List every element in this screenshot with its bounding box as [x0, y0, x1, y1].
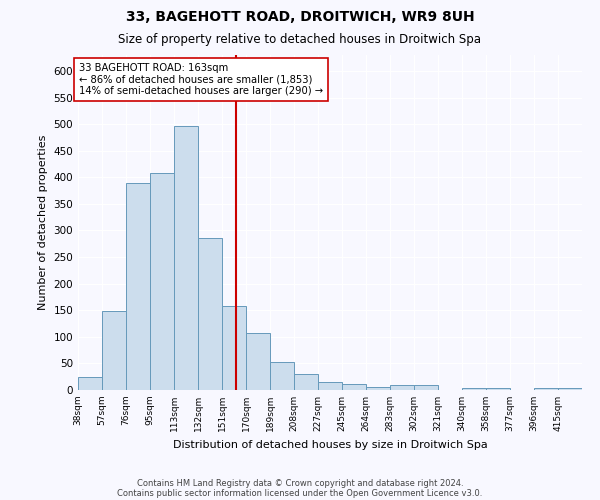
- X-axis label: Distribution of detached houses by size in Droitwich Spa: Distribution of detached houses by size …: [173, 440, 487, 450]
- Bar: [342, 384, 366, 390]
- Text: 33 BAGEHOTT ROAD: 163sqm
← 86% of detached houses are smaller (1,853)
14% of sem: 33 BAGEHOTT ROAD: 163sqm ← 86% of detach…: [79, 63, 323, 96]
- Bar: [318, 382, 342, 390]
- Bar: [366, 387, 390, 390]
- Bar: [534, 388, 558, 390]
- Bar: [198, 238, 222, 390]
- Y-axis label: Number of detached properties: Number of detached properties: [38, 135, 48, 310]
- Bar: [462, 388, 486, 390]
- Bar: [222, 306, 246, 390]
- Bar: [174, 126, 198, 390]
- Bar: [126, 182, 150, 390]
- Text: Contains public sector information licensed under the Open Government Licence v3: Contains public sector information licen…: [118, 488, 482, 498]
- Text: Contains HM Land Registry data © Crown copyright and database right 2024.: Contains HM Land Registry data © Crown c…: [137, 478, 463, 488]
- Bar: [294, 374, 318, 390]
- Bar: [270, 362, 294, 390]
- Bar: [78, 377, 102, 390]
- Bar: [414, 384, 438, 390]
- Bar: [102, 312, 126, 390]
- Bar: [558, 388, 582, 390]
- Bar: [150, 173, 174, 390]
- Bar: [390, 385, 414, 390]
- Text: 33, BAGEHOTT ROAD, DROITWICH, WR9 8UH: 33, BAGEHOTT ROAD, DROITWICH, WR9 8UH: [125, 10, 475, 24]
- Bar: [246, 332, 270, 390]
- Bar: [486, 388, 510, 390]
- Text: Size of property relative to detached houses in Droitwich Spa: Size of property relative to detached ho…: [119, 32, 482, 46]
